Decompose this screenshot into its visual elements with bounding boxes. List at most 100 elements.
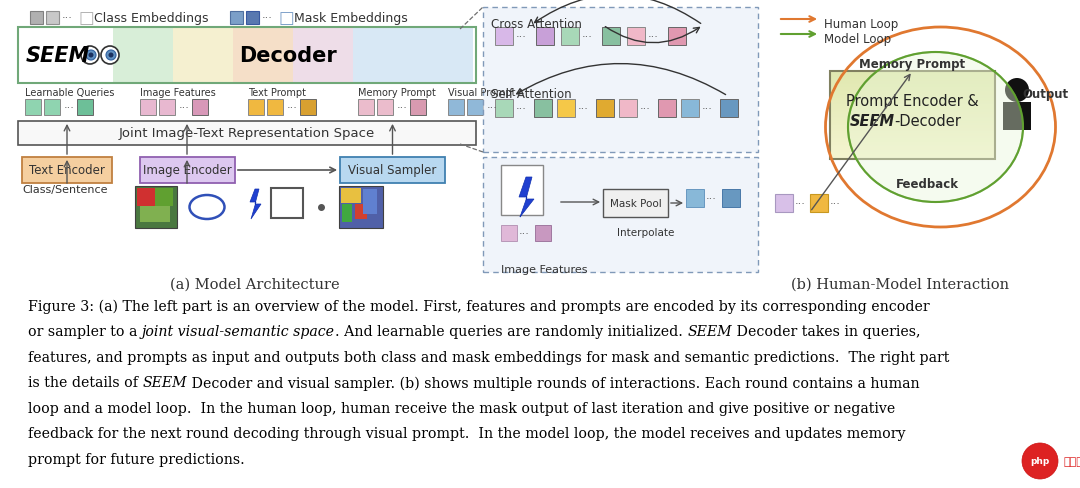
Bar xyxy=(831,126,995,127)
Text: ···: ··· xyxy=(62,14,72,23)
Bar xyxy=(831,145,995,146)
Bar xyxy=(831,117,995,118)
Bar xyxy=(831,116,995,117)
Bar xyxy=(831,111,995,112)
Text: Class Embeddings: Class Embeddings xyxy=(94,12,208,25)
Bar xyxy=(248,100,264,116)
Bar xyxy=(561,28,579,46)
Text: Image Features: Image Features xyxy=(140,88,216,98)
Bar xyxy=(831,79,995,80)
Bar xyxy=(686,190,704,207)
Text: ···: ··· xyxy=(702,104,713,114)
Bar xyxy=(720,100,738,118)
Text: Human Loop: Human Loop xyxy=(824,18,899,31)
Ellipse shape xyxy=(848,53,1023,203)
Text: Decoder takes in queries,: Decoder takes in queries, xyxy=(732,325,920,339)
Circle shape xyxy=(86,51,96,61)
Bar xyxy=(156,189,173,206)
Bar xyxy=(46,12,59,25)
Bar xyxy=(831,152,995,153)
Bar xyxy=(413,28,473,84)
Bar xyxy=(810,195,828,213)
Bar xyxy=(495,100,513,118)
Bar xyxy=(831,99,995,100)
Bar xyxy=(173,28,233,84)
Bar xyxy=(192,100,208,116)
Bar xyxy=(831,120,995,121)
Text: Image Encoder: Image Encoder xyxy=(143,164,231,177)
Bar xyxy=(25,100,41,116)
Bar xyxy=(500,100,516,116)
Bar xyxy=(448,100,464,116)
Bar xyxy=(658,100,676,118)
Bar xyxy=(831,122,995,123)
Text: (a) Model Architecture: (a) Model Architecture xyxy=(171,278,340,291)
Bar xyxy=(619,100,637,118)
Bar xyxy=(339,186,383,228)
Bar xyxy=(831,156,995,157)
Bar xyxy=(831,87,995,88)
Text: ···: ··· xyxy=(582,32,593,42)
Polygon shape xyxy=(1003,103,1031,131)
Text: Visual Sampler: Visual Sampler xyxy=(349,164,436,177)
Text: Memory Prompt: Memory Prompt xyxy=(357,88,436,98)
Bar xyxy=(723,190,740,207)
Circle shape xyxy=(102,47,119,65)
Circle shape xyxy=(106,51,116,61)
Bar xyxy=(831,76,995,77)
Text: feedback for the next round decoding through visual prompt.  In the model loop, : feedback for the next round decoding thr… xyxy=(28,427,905,441)
Bar xyxy=(627,28,645,46)
Bar xyxy=(831,72,995,73)
Bar xyxy=(831,135,995,136)
Bar xyxy=(831,151,995,152)
Bar xyxy=(831,78,995,79)
Text: Interpolate: Interpolate xyxy=(617,227,674,238)
Text: (b) Human-Model Interaction: (b) Human-Model Interaction xyxy=(791,278,1009,291)
Bar xyxy=(831,129,995,130)
Bar xyxy=(137,189,156,206)
Bar xyxy=(831,83,995,84)
Bar xyxy=(246,12,259,25)
Polygon shape xyxy=(519,178,534,218)
Bar xyxy=(831,143,995,145)
Bar xyxy=(18,122,476,146)
Text: ···: ··· xyxy=(640,104,651,114)
Text: ···: ··· xyxy=(516,104,527,114)
Bar xyxy=(831,90,995,91)
Bar xyxy=(831,92,995,93)
Bar xyxy=(831,146,995,147)
Bar xyxy=(501,165,543,216)
Bar xyxy=(603,190,669,218)
Circle shape xyxy=(1022,443,1058,479)
Text: SEEM: SEEM xyxy=(143,376,187,390)
Bar xyxy=(831,72,995,160)
Text: ···: ··· xyxy=(179,103,190,113)
Bar xyxy=(831,140,995,141)
Bar xyxy=(831,130,995,131)
Bar xyxy=(831,136,995,137)
Text: Prompt Encoder &: Prompt Encoder & xyxy=(846,94,978,109)
Text: Decoder and visual sampler. (b) shows multiple rounds of interactions. Each roun: Decoder and visual sampler. (b) shows mu… xyxy=(187,376,920,390)
Bar xyxy=(831,125,995,126)
Text: Mask Embeddings: Mask Embeddings xyxy=(294,12,408,25)
Bar xyxy=(831,106,995,107)
Bar xyxy=(831,147,995,148)
Bar xyxy=(831,110,995,111)
Bar xyxy=(233,28,293,84)
Bar xyxy=(831,108,995,109)
Bar xyxy=(831,158,995,159)
Bar xyxy=(831,157,995,158)
Bar xyxy=(341,189,361,203)
Bar xyxy=(410,100,426,116)
Text: Text Encoder: Text Encoder xyxy=(29,164,105,177)
Bar xyxy=(831,119,995,120)
Text: . And learnable queries are randomly initialized.: . And learnable queries are randomly ini… xyxy=(335,325,687,339)
Text: SEEM: SEEM xyxy=(26,46,91,66)
Bar xyxy=(483,158,758,272)
Bar xyxy=(267,100,283,116)
Text: ···: ··· xyxy=(648,32,659,42)
Bar xyxy=(831,81,995,82)
Bar xyxy=(831,124,995,125)
Bar xyxy=(831,107,995,108)
Bar xyxy=(831,148,995,149)
